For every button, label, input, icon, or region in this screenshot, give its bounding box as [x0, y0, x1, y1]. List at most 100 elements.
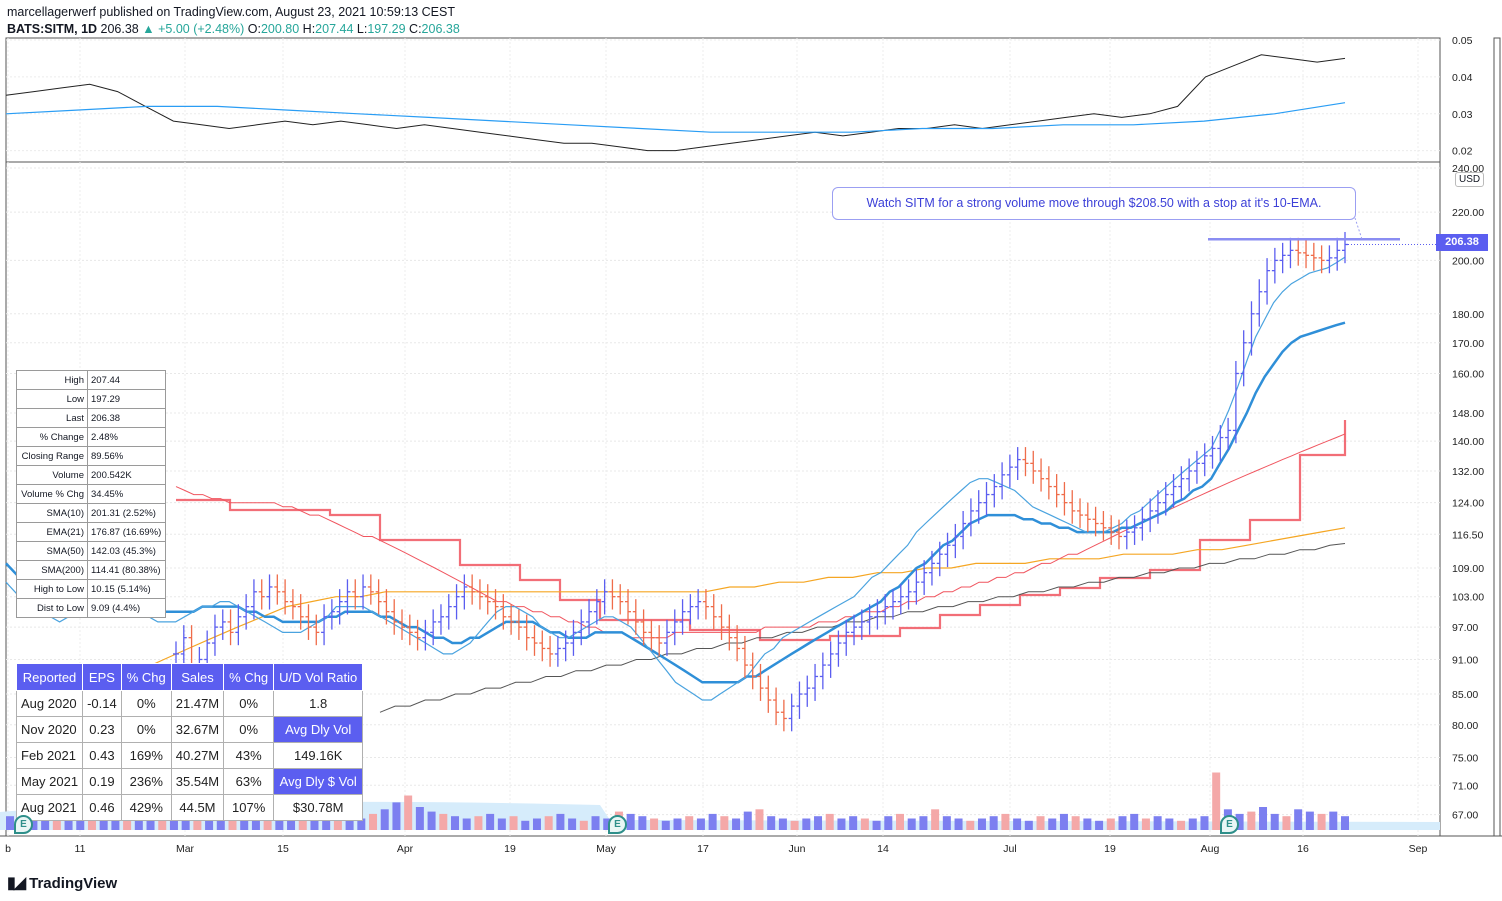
volume-bar: [415, 807, 424, 830]
volume-bar: [603, 818, 612, 830]
y-tick-label: 160.00: [1452, 368, 1484, 380]
volume-bar: [333, 820, 342, 830]
earnings-cell: 32.67M: [170, 716, 225, 743]
earnings-cell: 429%: [120, 794, 172, 821]
stats-row: SMA(10) 201.31 (2.52%): [16, 503, 166, 523]
volume-bar: [1048, 818, 1057, 830]
volume-bar: [1024, 820, 1033, 830]
y-tick-label: 71.00: [1452, 780, 1478, 792]
volume-bar: [814, 816, 823, 830]
stats-value: 197.29: [87, 389, 166, 409]
volume-bar: [298, 816, 307, 830]
volume-bar: [1106, 818, 1115, 830]
volume-bar: [1329, 811, 1338, 830]
earnings-row: Aug 2020 -0.14 0% 21.47M 0% 1.8: [15, 690, 364, 717]
stats-row: High 207.44: [16, 370, 166, 390]
earnings-cell: 44.5M: [170, 794, 225, 821]
stats-key: Last: [16, 408, 88, 428]
volume-bar: [568, 818, 577, 830]
stats-row: Closing Range 89.56%: [16, 446, 166, 466]
earnings-cell: 21.47M: [170, 690, 225, 717]
earnings-header: Reported: [15, 663, 84, 691]
volume-bar: [919, 816, 928, 830]
y-tick-label: 180.00: [1452, 309, 1484, 321]
upper-tick-label: 0.02: [1452, 146, 1473, 158]
stats-value: 9.09 (4.4%): [87, 598, 166, 618]
volume-bar: [1059, 813, 1068, 830]
volume-bar: [451, 816, 459, 830]
volume-bar: [720, 816, 729, 830]
y-tick-label: 80.00: [1452, 720, 1478, 732]
volume-bar: [732, 818, 741, 830]
volume-bar: [579, 820, 588, 830]
volume-bar: [942, 816, 951, 830]
volume-bar: [802, 818, 811, 830]
stats-row: Low 197.29: [16, 389, 166, 409]
earnings-cell: Avg Dly $ Vol: [273, 768, 364, 795]
stats-key: High to Low: [16, 579, 88, 599]
y-tick-label: 67.00: [1452, 810, 1478, 822]
stats-value: 89.56%: [87, 446, 166, 466]
stats-row: EMA(21) 176.87 (16.69%): [16, 522, 166, 542]
stats-row: SMA(50) 142.03 (45.3%): [16, 541, 166, 561]
earnings-cell: 0.46: [82, 794, 122, 821]
earnings-cell: 0%: [223, 690, 275, 717]
earnings-cell: 43%: [223, 742, 275, 769]
open-label: O:: [247, 22, 261, 36]
volume-bar: [1235, 813, 1244, 830]
volume-bar: [251, 816, 260, 830]
earnings-header: Sales: [170, 663, 225, 691]
symbol-line: BATS:SITM, 1D 206.38 ▲ +5.00 (+2.48%) O:…: [7, 22, 460, 36]
volume-bar: [486, 813, 495, 830]
earnings-cell: 149.16K: [273, 742, 364, 769]
volume-bar: [1083, 818, 1092, 830]
earnings-marker-icon[interactable]: E: [14, 815, 33, 834]
x-tick-label: 16: [1297, 843, 1309, 855]
trade-idea-annotation[interactable]: Watch SITM for a strong volume move thro…: [832, 187, 1356, 220]
volume-bar: [884, 816, 893, 830]
upper-tick-label: 0.05: [1452, 35, 1473, 47]
y-tick-label: 132.00: [1452, 466, 1484, 478]
stats-key: Low: [16, 389, 88, 409]
stats-key: SMA(10): [16, 503, 88, 523]
x-tick-label: May: [596, 843, 617, 855]
volume-bar: [287, 818, 296, 830]
upper-tick-label: 0.03: [1452, 109, 1473, 121]
publish-line: marcellagerwerf published on TradingView…: [7, 5, 455, 19]
ema21-line: [5, 321, 1346, 684]
earnings-cell: 0.43: [82, 742, 122, 769]
volume-bar: [954, 818, 963, 830]
earnings-row: May 2021 0.19 236% 35.54M 63% Avg Dly $ Vol: [15, 768, 364, 795]
stats-box: High 207.44 Low 197.29 Last 206.38% Change 2.4…: [16, 370, 166, 618]
volume-bar: [661, 820, 670, 830]
volume-bar: [29, 818, 38, 830]
earnings-marker-icon[interactable]: E: [608, 815, 627, 834]
stats-row: Volume % Chg 34.45%: [16, 484, 166, 504]
volume-bar: [1305, 811, 1314, 830]
close-label: C:: [409, 22, 422, 36]
earnings-cell: 1.8: [273, 690, 364, 717]
x-tick-label: 14: [877, 843, 889, 855]
low-value: 197.29: [367, 22, 406, 36]
earnings-header: EPS: [82, 663, 122, 691]
earnings-row: Nov 2020 0.23 0% 32.67M 0% Avg Dly Vol: [15, 716, 364, 743]
earnings-marker-icon[interactable]: E: [1220, 815, 1239, 834]
volume-bar: [1130, 813, 1139, 830]
volume-bar: [708, 813, 717, 830]
x-tick-label: 15: [277, 843, 289, 855]
volume-bar: [1188, 818, 1197, 830]
volume-bar: [743, 811, 752, 830]
volume-bar: [1141, 818, 1150, 830]
volume-bar: [357, 818, 366, 830]
volume-bar: [228, 818, 237, 830]
volume-bar: [931, 809, 940, 830]
upper-tick-label: 0.04: [1452, 72, 1473, 84]
volume-bar: [1013, 818, 1022, 830]
y-tick-label: 75.00: [1452, 752, 1478, 764]
tradingview-logo-icon: ▮◢: [7, 875, 26, 892]
stats-key: SMA(200): [16, 560, 88, 580]
volume-bar: [591, 816, 600, 830]
volume-bar: [1153, 816, 1162, 830]
tradingview-logo[interactable]: ▮◢ TradingView: [7, 873, 117, 893]
ema10-line: [5, 256, 1346, 701]
